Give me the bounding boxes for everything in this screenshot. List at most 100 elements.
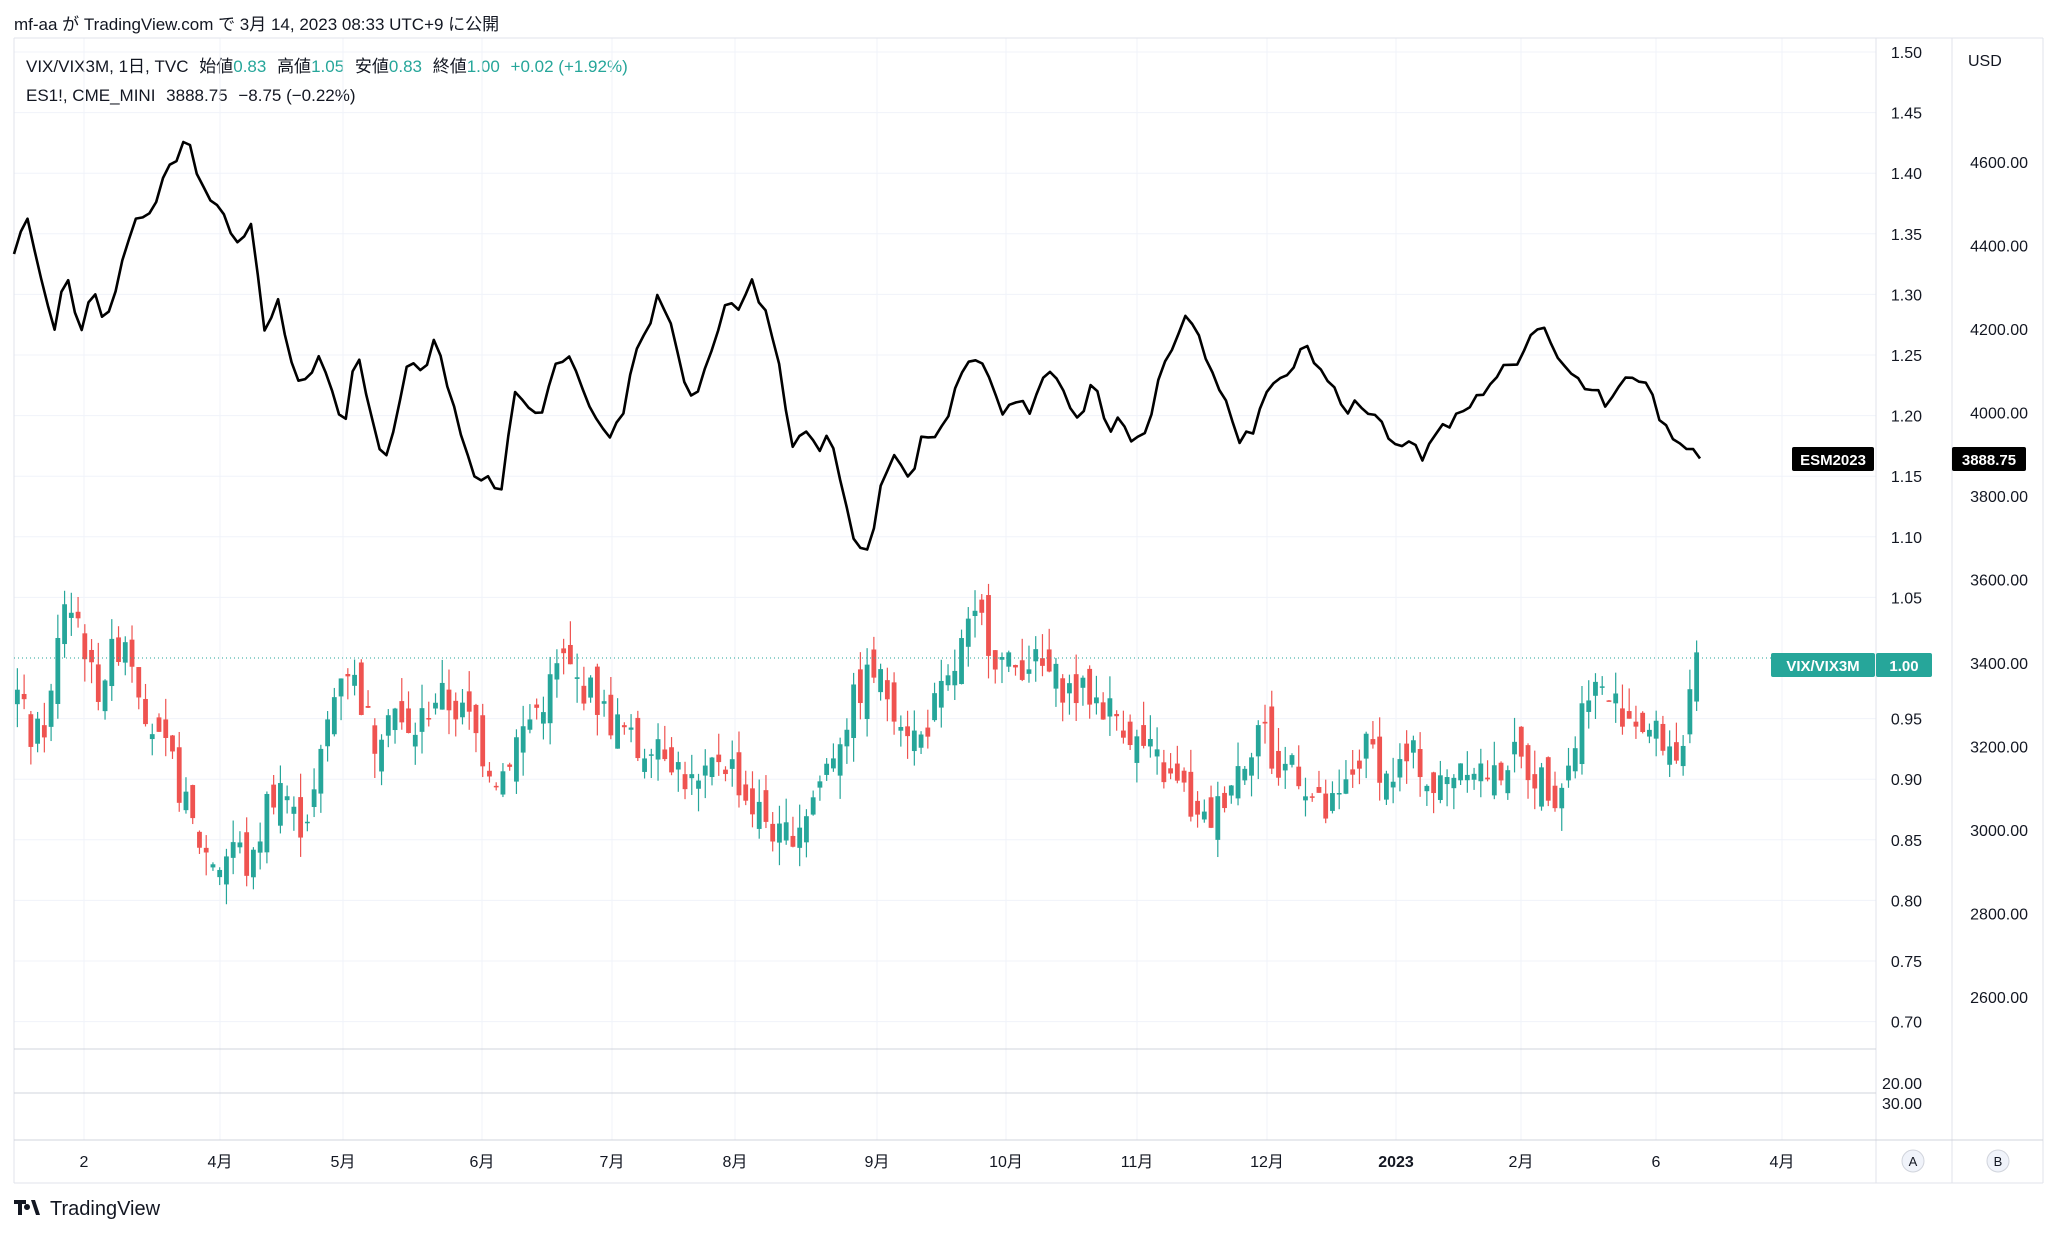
candle-body xyxy=(412,734,418,747)
candle-body xyxy=(1680,745,1686,767)
chart-frame xyxy=(13,37,2044,1184)
vix-candle xyxy=(534,698,540,720)
candle-body xyxy=(938,680,944,708)
time-axis[interactable]: 2 4月 5月 6月 7月 8月 9月 10月 11月 12月 2023 2月 6 4月 xyxy=(80,1154,1795,1171)
candle-body xyxy=(878,669,884,693)
vix-candle xyxy=(520,705,526,776)
candle-body xyxy=(1370,739,1376,745)
vix-candle xyxy=(1154,727,1160,775)
candle-body xyxy=(1417,749,1423,778)
candle-body xyxy=(439,682,445,710)
candle-body xyxy=(102,680,108,712)
right-axis[interactable]: 4600.00 4400.00 4200.00 4000.00 3800.00 3600.… xyxy=(1970,155,2028,1007)
vix-candle xyxy=(1195,791,1200,828)
vix-candle xyxy=(857,652,863,720)
scale-b-button[interactable]: B xyxy=(1986,1149,2010,1173)
left-tick-label: 1.45 xyxy=(1891,106,1922,123)
scale-a-button[interactable]: A xyxy=(1901,1149,1925,1173)
candle-body xyxy=(534,704,540,708)
candle-body xyxy=(601,701,607,704)
vix-candle xyxy=(358,659,364,716)
vix-candle xyxy=(655,723,661,781)
left-tick-label: 1.10 xyxy=(1891,530,1922,547)
candle-body xyxy=(1282,763,1288,771)
vix-candle xyxy=(1181,767,1187,792)
vix-candle xyxy=(837,737,843,799)
candle-body xyxy=(1201,811,1207,820)
candle-body xyxy=(291,806,297,814)
candle-body xyxy=(1208,797,1214,828)
candle-body xyxy=(1181,770,1187,783)
candle-body xyxy=(385,715,391,736)
vix-candle xyxy=(965,607,971,667)
tradingview-brand[interactable]: TradingView xyxy=(14,1196,160,1222)
vix-candle xyxy=(163,698,169,757)
vix-candle xyxy=(412,722,418,765)
left-tick-label: 0.80 xyxy=(1891,893,1922,910)
vix-candle xyxy=(1094,675,1099,715)
candle-body xyxy=(777,823,782,843)
candle-body xyxy=(460,702,465,718)
candle-body xyxy=(1458,763,1463,781)
es-symbol[interactable]: ES1!, CME_MINI xyxy=(26,86,156,105)
candle-body xyxy=(911,730,917,752)
candle-body xyxy=(1033,649,1039,662)
candle-body xyxy=(567,644,573,665)
candle-body xyxy=(864,664,870,720)
candle-body xyxy=(743,784,749,801)
vix-candle xyxy=(1572,736,1578,779)
candle-body xyxy=(433,702,438,709)
vix-candle xyxy=(1161,749,1167,789)
right-tick-label: 4200.00 xyxy=(1970,322,2028,339)
candle-body xyxy=(1397,759,1403,778)
candle-body xyxy=(331,697,337,735)
vix-candle xyxy=(372,718,378,778)
vix-symbol[interactable]: VIX/VIX3M, 1日, TVC xyxy=(26,57,189,76)
candle-body xyxy=(446,689,452,711)
candle-body xyxy=(507,764,513,767)
lower-tick-label: 30.00 xyxy=(1882,1096,1922,1113)
vix-candle xyxy=(911,710,917,766)
candle-body xyxy=(783,822,789,841)
candle-body xyxy=(871,649,877,678)
candle-body xyxy=(338,678,344,697)
candle-body xyxy=(1094,697,1099,704)
candle-body xyxy=(992,650,998,670)
candle-body xyxy=(14,689,20,705)
vix-candle xyxy=(392,707,398,744)
candle-body xyxy=(608,694,614,736)
candle-body xyxy=(217,869,223,878)
candle-body xyxy=(1174,763,1180,781)
vix-candle xyxy=(1107,676,1113,736)
candle-body xyxy=(170,735,175,752)
vix-candle xyxy=(1357,749,1362,785)
vix-candle xyxy=(682,761,688,800)
vix-candle xyxy=(1303,777,1308,817)
vix-candle xyxy=(878,663,884,701)
candle-body xyxy=(824,763,830,775)
vix-candle xyxy=(35,711,41,753)
vix-candle xyxy=(109,619,115,701)
vix-candle xyxy=(648,748,654,779)
candle-body xyxy=(1620,708,1625,727)
candle-body xyxy=(1262,721,1268,724)
vix-candle xyxy=(729,740,735,787)
currency-label[interactable]: USD xyxy=(1968,53,2002,70)
candle-body xyxy=(1067,683,1072,694)
candle-body xyxy=(318,748,324,794)
es-change: −8.75 (−0.22%) xyxy=(238,86,356,105)
vix-candle xyxy=(28,710,34,765)
candle-body xyxy=(1687,689,1693,735)
vix-candle xyxy=(925,709,931,749)
candle-body xyxy=(1485,777,1490,780)
vix-candle xyxy=(561,638,567,675)
candle-body xyxy=(925,727,931,737)
candle-body xyxy=(1357,760,1362,769)
left-axis[interactable]: 1.50 1.45 1.40 1.35 1.30 1.25 1.20 1.15 1.10 1.05… xyxy=(1891,45,1922,1032)
time-tick-label: 2023 xyxy=(1378,1154,1414,1171)
candle-body xyxy=(1518,726,1524,757)
candle-body xyxy=(1309,796,1315,798)
candle-body xyxy=(898,726,904,731)
candle-body xyxy=(1228,785,1234,796)
